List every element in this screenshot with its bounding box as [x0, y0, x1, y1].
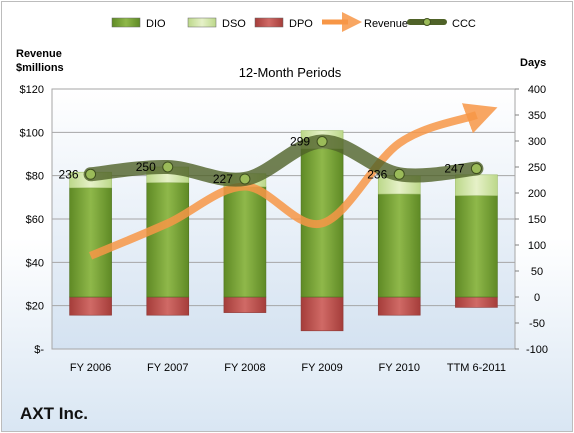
- legend-swatch-dso: [187, 17, 217, 28]
- legend-label-dso: DSO: [222, 18, 246, 30]
- revenue-layer: [89, 103, 498, 260]
- right-tick-label: 200: [528, 188, 546, 200]
- ccc-point: [239, 173, 251, 185]
- x-tick-label: FY 2006: [70, 362, 111, 374]
- ccc-point: [393, 168, 405, 180]
- left-tick-label: $-: [34, 344, 44, 356]
- right-tick-label: 350: [528, 110, 546, 122]
- right-tick-label: -100: [526, 344, 548, 356]
- ccc-data-label: 236: [59, 167, 79, 181]
- left-tick-label: $80: [26, 171, 44, 183]
- right-tick-label: 100: [528, 240, 546, 252]
- dio-bar: [69, 187, 112, 298]
- right-tick-label: 50: [531, 266, 543, 278]
- ccc-data-label: 250: [136, 160, 156, 174]
- dpo-bar: [300, 296, 344, 332]
- dio-bar: [455, 195, 498, 298]
- dpo-bar: [223, 296, 267, 313]
- right-tick-label: -50: [529, 318, 545, 330]
- x-tick-label: FY 2008: [224, 362, 265, 374]
- right-tick-label: 0: [534, 292, 540, 304]
- left-tick-label: $100: [20, 127, 44, 139]
- legend-label-dio: DIO: [146, 18, 166, 30]
- left-tick-label: $60: [26, 214, 44, 226]
- ccc-point: [470, 163, 482, 175]
- dpo-bar: [69, 296, 112, 316]
- x-tick-label: FY 2009: [301, 362, 342, 374]
- dpo-bar: [455, 296, 498, 308]
- ccc-data-label: 236: [367, 167, 387, 181]
- left-tick-label: $20: [26, 301, 44, 313]
- x-tick-label: FY 2010: [379, 362, 420, 374]
- legend-swatch-dpo: [254, 17, 284, 28]
- dio-bar: [377, 193, 421, 298]
- dpo-bar: [146, 296, 190, 316]
- legend-label-dpo: DPO: [289, 18, 313, 30]
- ccc-layer: 236 250 227 299 236 247: [59, 135, 484, 187]
- dso-bar: [455, 174, 498, 196]
- left-axis-label-line1: Revenue: [16, 48, 62, 60]
- x-tick-label: TTM 6-2011: [447, 362, 506, 374]
- legend-label-ccc: CCC: [452, 18, 476, 30]
- ccc-point: [85, 168, 97, 180]
- legend-swatch-dio: [111, 17, 141, 28]
- x-axis: FY 2006 FY 2007 FY 2008 FY 2009 FY 2010 TTM 6…: [70, 362, 506, 374]
- legend: DIO DSO DPO Revenue CCC: [111, 12, 476, 32]
- dio-bar: [146, 182, 190, 298]
- left-axis-label-line2: $millions: [16, 62, 64, 74]
- ccc-point: [316, 136, 328, 148]
- left-axis: $- $20 $40 $60 $80 $100 $120: [20, 84, 45, 356]
- company-name: AXT Inc.: [20, 404, 89, 423]
- right-tick-label: 250: [528, 162, 546, 174]
- ccc-data-label: 227: [213, 172, 233, 186]
- right-tick-label: 400: [528, 84, 546, 96]
- right-tick-label: 300: [528, 136, 546, 148]
- ccc-data-label: 299: [290, 135, 310, 149]
- right-axis-label: Days: [520, 57, 546, 69]
- chart-title: 12-Month Periods: [239, 65, 342, 80]
- dpo-bar: [377, 296, 421, 316]
- right-tick-label: 150: [528, 214, 546, 226]
- left-tick-label: $40: [26, 257, 44, 269]
- right-axis: -100 -50 0 50 100 150 200 250 300 350 400: [515, 84, 548, 356]
- ccc-point: [162, 161, 174, 173]
- left-tick-label: $120: [20, 84, 44, 96]
- revenue-line: [89, 103, 498, 260]
- ccc-data-label: 247: [444, 162, 464, 176]
- legend-marker-ccc: [423, 18, 431, 26]
- legend-label-revenue: Revenue: [364, 18, 408, 30]
- dio-bar: [223, 186, 267, 298]
- x-tick-label: FY 2007: [147, 362, 188, 374]
